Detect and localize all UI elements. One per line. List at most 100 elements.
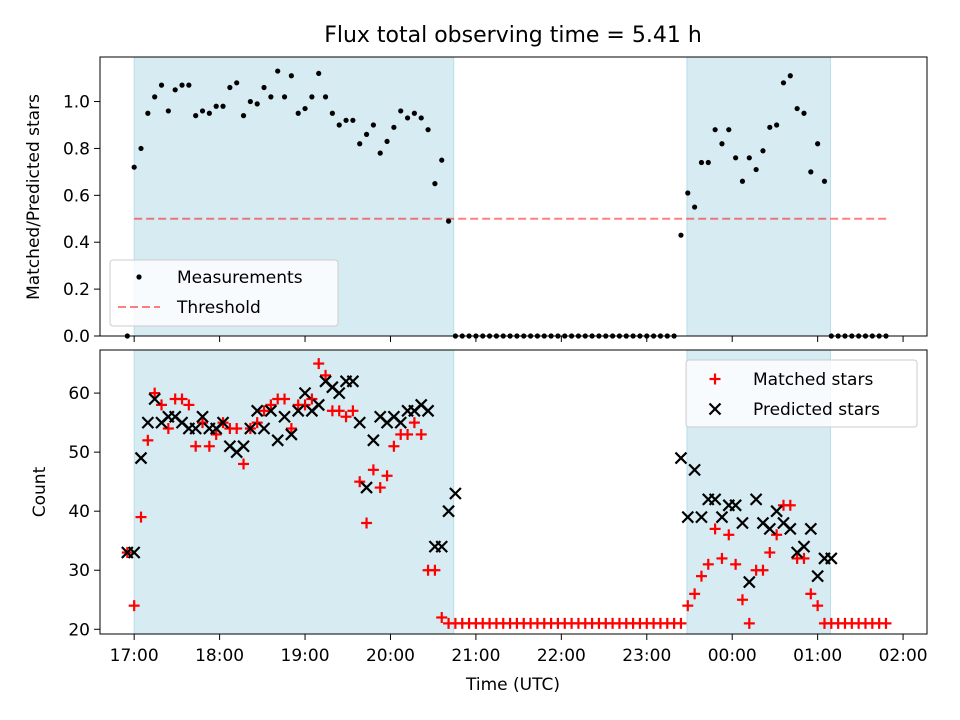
measurement-point	[418, 115, 424, 121]
measurement-point	[685, 190, 691, 196]
measurement-point	[261, 84, 267, 91]
predicted-star-point	[237, 439, 250, 453]
predicted-star-point	[449, 487, 462, 500]
predicted-star-point	[298, 386, 312, 400]
matched-star-point	[880, 617, 892, 629]
measurement-point	[193, 113, 199, 119]
y-tick-label: 0.0	[63, 327, 90, 347]
legend-matched-label: Matched stars	[753, 370, 873, 390]
measurement-point	[227, 84, 233, 91]
measurement-point	[220, 103, 226, 109]
y-tick-label: 0.2	[63, 280, 90, 300]
matched-star-point	[757, 564, 769, 576]
bottom-y-axis-label: Count	[30, 466, 50, 517]
measurement-point	[295, 110, 301, 116]
top-legend: Measurements Threshold	[109, 259, 339, 327]
predicted-star-point	[285, 428, 298, 441]
measurement-point	[425, 127, 431, 133]
measurement-point	[138, 145, 144, 152]
predicted-star-point	[784, 522, 797, 536]
matched-star-point	[374, 482, 386, 494]
matched-star-point	[210, 428, 222, 440]
top-x-ticks	[133, 336, 904, 342]
measurement-point	[815, 141, 821, 147]
predicted-star-point	[196, 410, 209, 423]
matched-star-point	[689, 588, 701, 600]
x-tick-label: 17:00	[110, 646, 159, 666]
measurement-point	[801, 110, 807, 116]
measurement-point	[363, 131, 370, 137]
matched-star-point	[388, 440, 400, 452]
predicted-star-point	[695, 510, 708, 524]
chart-title: Flux total observing time = 5.41 h	[324, 23, 702, 48]
measurement-point	[309, 94, 315, 100]
bottom-legend: Matched stars Predicted stars	[685, 359, 918, 428]
legend-predicted-marker	[708, 402, 722, 416]
matched-star-point	[415, 428, 427, 440]
matched-star-point	[812, 600, 824, 612]
measurement-point	[240, 113, 247, 119]
predicted-star-point	[346, 375, 360, 388]
matched-star-point	[238, 458, 250, 470]
matched-star-point	[730, 558, 742, 570]
predicted-star-point	[442, 504, 455, 518]
measurement-point	[391, 124, 397, 130]
bottom-axes-frame	[99, 349, 928, 635]
measurement-point	[746, 155, 752, 161]
x-tick-label: 18:00	[195, 646, 244, 666]
measurement-point	[329, 110, 335, 116]
measurement-point	[692, 204, 698, 210]
measurement-point	[439, 157, 445, 163]
x-tick-label: 19:00	[281, 646, 330, 666]
measurement-point	[404, 115, 411, 121]
matched-star-point	[381, 470, 393, 482]
legend-threshold-label: Threshold	[176, 298, 261, 318]
bottom-y-ticks: 20 30 40 50 60	[68, 384, 100, 640]
measurement-point	[145, 110, 151, 116]
measurement-point	[774, 122, 780, 128]
matched-star-point	[176, 393, 188, 405]
matched-star-point	[285, 423, 297, 435]
matched-star-point	[361, 517, 373, 529]
matched-star-point	[675, 617, 687, 629]
measurement-point	[794, 105, 800, 112]
measurement-point	[172, 87, 178, 93]
measurement-point	[316, 70, 322, 77]
matched-star-point	[743, 617, 755, 629]
predicted-star-point	[749, 493, 763, 506]
y-tick-label: 30	[68, 561, 90, 581]
x-tick-label: 22:00	[537, 646, 586, 666]
legend-matched-marker	[709, 373, 721, 385]
y-tick-label: 40	[68, 502, 90, 522]
measurement-point	[377, 150, 383, 156]
predicted-star-point	[353, 416, 366, 429]
matched-star-point	[402, 428, 414, 440]
predicted-star-point	[811, 569, 824, 583]
measurement-point	[281, 94, 288, 100]
matched-star-point	[333, 405, 345, 417]
shaded-span	[686, 56, 831, 337]
shaded-span	[133, 349, 455, 635]
predicted-star-point	[127, 546, 141, 559]
predicted-star-point	[367, 434, 380, 447]
measurement-point	[322, 94, 329, 100]
legend-x-glyph	[708, 402, 722, 416]
bottom-legend-box	[685, 359, 918, 428]
measurement-point	[288, 73, 294, 79]
measurement-point	[302, 105, 308, 112]
predicted-star-point	[257, 422, 271, 435]
matched-star-point	[347, 405, 359, 417]
measurement-point	[247, 98, 253, 105]
measurement-point	[753, 166, 759, 173]
y-tick-label: 0.8	[63, 139, 90, 159]
matched-star-point	[183, 399, 195, 411]
matched-star-point	[340, 411, 352, 423]
matched-star-point	[258, 405, 270, 417]
measurement-point	[432, 181, 438, 187]
matched-star-point	[436, 611, 448, 623]
measurement-point	[760, 148, 766, 154]
top-y-axis-label: Matched/Predicted stars	[24, 94, 44, 300]
matched-star-point	[716, 552, 728, 564]
matched-star-point	[682, 600, 694, 612]
